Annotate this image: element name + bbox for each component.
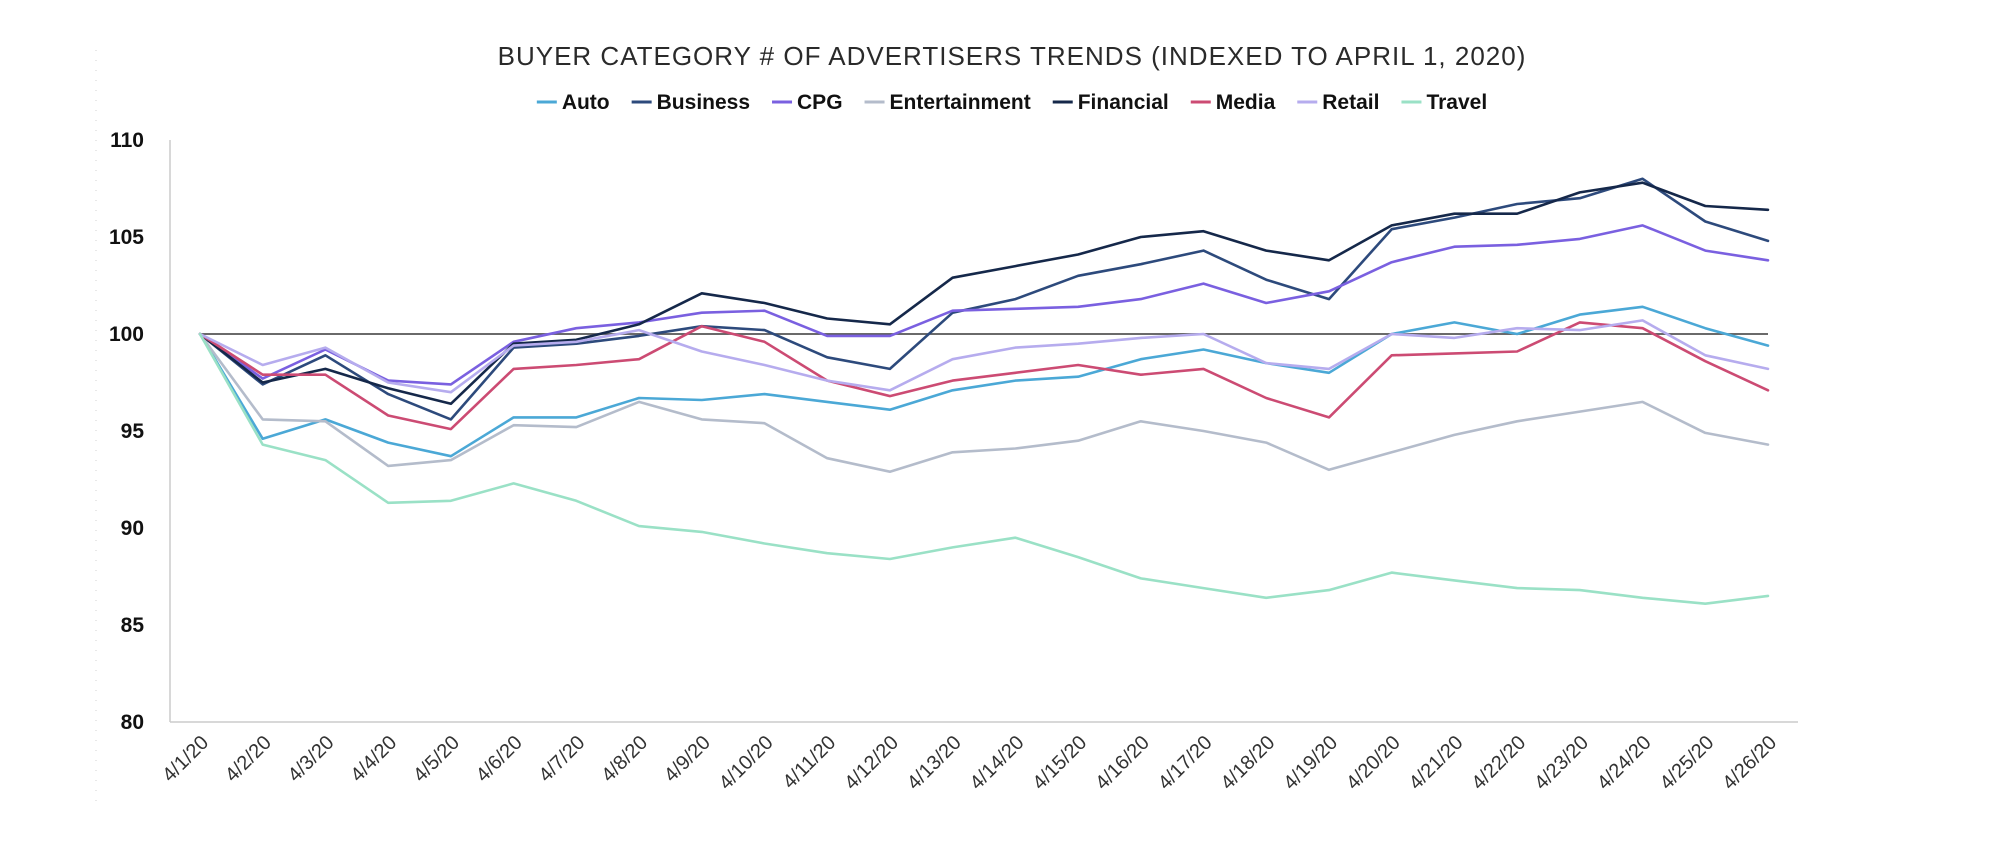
x-tick-label: 4/13/20 [903,732,966,795]
legend-label: Retail [1322,91,1379,114]
series-line-auto [198,305,1770,458]
x-tick-label: 4/6/20 [472,732,527,787]
legend-item-auto: Auto [536,91,610,114]
legend-label: Financial [1078,91,1169,114]
y-tick-label: 100 [109,323,144,346]
legend-label: CPG [797,91,843,114]
series-line-media [198,321,1770,431]
legend-item-business: Business [631,91,750,114]
x-tick-label: 4/14/20 [966,732,1029,795]
series-line-cpg [198,224,1770,386]
y-tick-label: 90 [121,517,144,540]
x-tick-label: 4/22/20 [1468,732,1531,795]
x-axis-ticks: 4/1/20 4/2/20 4/3/20 4/4/20 4/5/20 4/6/20 4/7/… [158,732,1781,795]
series-line-retail [198,319,1770,394]
x-tick-label: 4/17/20 [1154,732,1217,795]
x-tick-label: 4/26/20 [1718,732,1781,795]
chart-title: BUYER CATEGORY # OF ADVERTISERS TRENDS (… [498,41,1527,71]
series-line-financial [198,181,1770,406]
y-tick-label: 105 [109,226,144,249]
x-tick-label: 4/12/20 [840,732,903,795]
legend-item-cpg: CPG [772,91,843,114]
x-tick-label: 4/8/20 [597,732,652,787]
x-tick-label: 4/9/20 [660,732,715,787]
legend-label: Auto [562,91,610,114]
legend: Auto Business CPG Entertainment Financial Med… [536,91,1487,114]
series-line-entertainment [198,332,1770,474]
legend-label: Business [657,91,750,114]
x-tick-label: 4/7/20 [535,732,590,787]
x-tick-label: 4/20/20 [1342,732,1405,795]
y-axis-ticks: 80 85 90 95 100 105 110 [109,129,144,734]
legend-item-entertainment: Entertainment [864,91,1031,114]
x-tick-label: 4/10/20 [715,732,778,795]
y-tick-label: 95 [121,420,145,443]
legend-label: Media [1216,91,1276,114]
series-line-travel [198,332,1770,606]
y-tick-label: 85 [121,614,145,637]
legend-item-media: Media [1190,91,1276,114]
x-tick-label: 4/15/20 [1028,732,1091,795]
x-tick-label: 4/3/20 [284,732,339,787]
series-line-business [198,177,1770,421]
x-tick-label: 4/2/20 [221,732,276,787]
x-tick-label: 4/11/20 [779,732,841,794]
legend-item-retail: Retail [1297,91,1379,114]
x-tick-label: 4/24/20 [1593,732,1656,795]
x-tick-label: 4/25/20 [1656,732,1719,795]
legend-item-financial: Financial [1052,91,1169,114]
legend-label: Entertainment [890,91,1031,114]
x-tick-label: 4/1/20 [158,732,213,787]
legend-label: Travel [1426,91,1487,114]
x-tick-label: 4/19/20 [1279,732,1342,795]
x-tick-label: 4/16/20 [1091,732,1154,795]
legend-item-travel: Travel [1401,91,1487,114]
x-tick-label: 4/4/20 [346,732,401,787]
x-tick-label: 4/21/20 [1405,732,1468,795]
axes [169,140,1798,723]
x-tick-label: 4/5/20 [409,732,464,787]
y-tick-label: 80 [121,711,144,734]
y-tick-label: 110 [110,129,144,152]
x-tick-label: 4/18/20 [1217,732,1280,795]
series-lines [198,177,1770,606]
x-tick-label: 4/23/20 [1530,732,1593,795]
